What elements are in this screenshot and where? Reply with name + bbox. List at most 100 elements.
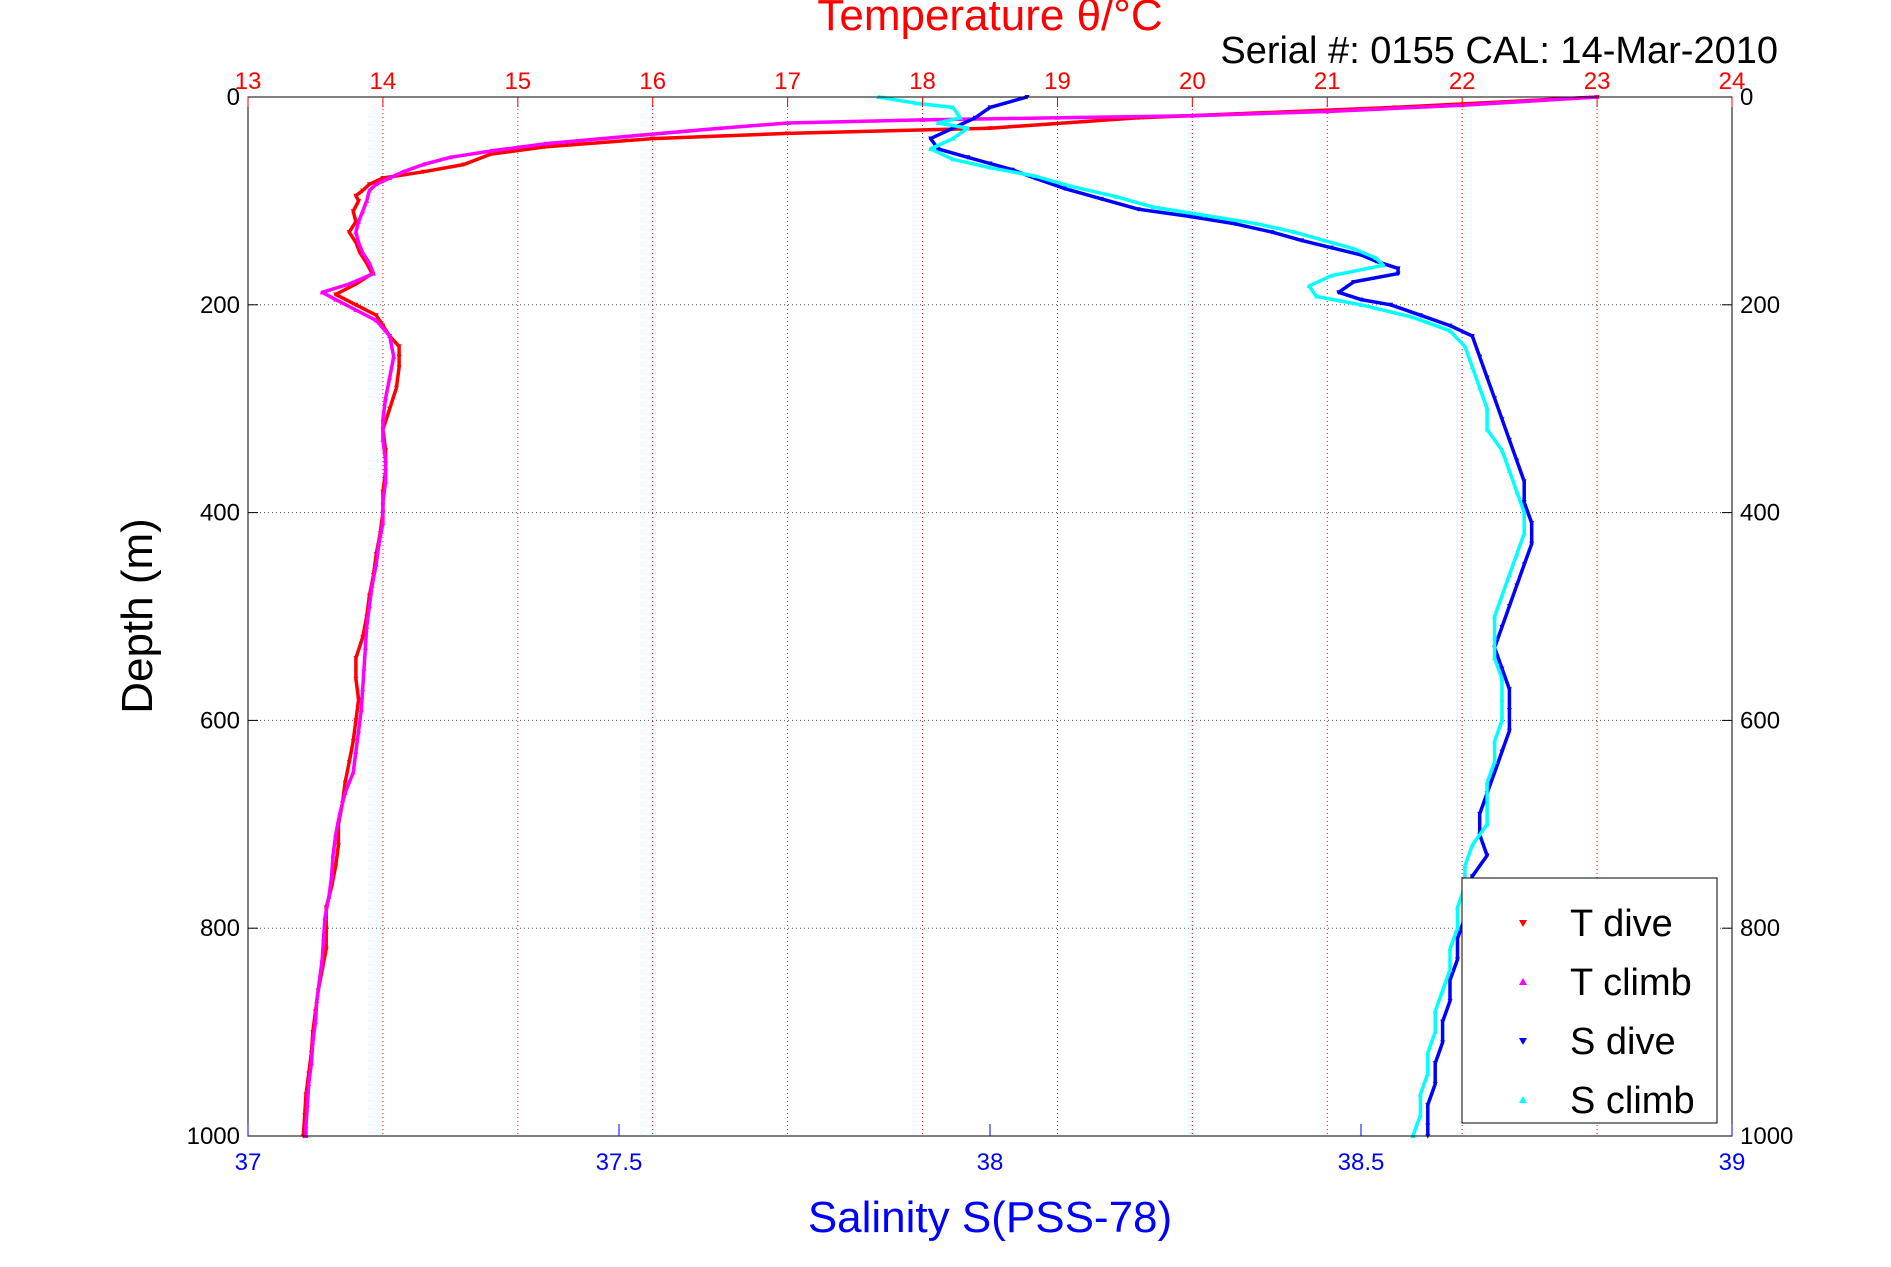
data-point [323, 946, 329, 952]
data-point [333, 832, 339, 837]
left-axis-tick-label: 400 [200, 500, 240, 527]
data-point [972, 115, 978, 121]
data-point [1291, 229, 1297, 235]
bottom-axis-tick-label: 38.5 [1338, 1149, 1385, 1176]
data-point [1492, 396, 1498, 401]
data-point [488, 152, 494, 157]
data-point [1336, 290, 1342, 295]
data-point [1499, 697, 1505, 702]
data-point [396, 365, 402, 370]
data-point [1254, 221, 1260, 226]
legend-label: T climb [1570, 962, 1692, 1004]
data-point [913, 100, 919, 106]
right-axis-tick-label: 600 [1740, 707, 1780, 734]
data-point [353, 676, 359, 682]
data-point [366, 182, 372, 187]
data-point [380, 499, 386, 505]
data-point [361, 665, 367, 671]
data-point [1432, 1008, 1438, 1014]
data-point [1447, 967, 1453, 972]
data-point [400, 169, 406, 174]
right-axis-tick-label: 0 [1740, 84, 1753, 111]
data-point [1321, 237, 1327, 243]
data-point [1425, 1050, 1431, 1055]
data-point [366, 603, 372, 609]
data-point [353, 718, 359, 723]
data-point [393, 385, 399, 391]
data-point [1313, 293, 1319, 299]
data-point [785, 120, 791, 125]
data-point [346, 759, 352, 765]
data-point [1484, 406, 1490, 411]
top-axis-tick-label: 20 [1179, 68, 1206, 95]
data-point [1462, 343, 1468, 349]
left-axis-tick-label: 600 [200, 707, 240, 734]
data-point [1506, 604, 1512, 609]
data-point [350, 209, 356, 214]
data-point [1417, 313, 1423, 318]
data-point [364, 624, 370, 629]
left-axis-tick-label: 0 [227, 84, 240, 111]
data-point [420, 162, 426, 167]
data-point [1425, 1102, 1431, 1108]
data-point [1061, 186, 1067, 191]
data-point [376, 541, 382, 546]
data-point [1328, 245, 1334, 251]
data-point [1447, 978, 1453, 983]
left-axis-tick-label: 200 [200, 292, 240, 319]
data-point [1432, 1082, 1438, 1087]
left-axis-tick-label: 1000 [187, 1123, 240, 1150]
data-point [326, 894, 332, 900]
data-point [1477, 354, 1483, 360]
data-point [353, 302, 359, 308]
data-point [1069, 183, 1075, 189]
data-point [1499, 624, 1505, 630]
data-point [322, 915, 328, 920]
data-point [356, 728, 362, 733]
data-point [1454, 936, 1460, 942]
data-point [1447, 998, 1453, 1004]
data-point [387, 333, 393, 338]
top-axis-tick-label: 13 [235, 68, 262, 95]
data-point [333, 297, 339, 302]
data-point [1432, 1061, 1438, 1066]
data-point [373, 313, 379, 318]
data-point [935, 120, 941, 125]
data-point [317, 977, 323, 983]
legend-label: S climb [1570, 1080, 1695, 1122]
data-point [373, 317, 379, 323]
data-point [1098, 196, 1104, 202]
data-point [1514, 489, 1520, 494]
data-point [329, 873, 335, 879]
data-point [356, 239, 362, 245]
data-point [1499, 666, 1505, 671]
data-point [380, 176, 386, 181]
data-point [1484, 801, 1490, 806]
right-axis-tick-label: 800 [1740, 915, 1780, 942]
top-axis-tick-label: 22 [1449, 68, 1476, 95]
data-point [1477, 811, 1483, 817]
data-point [987, 161, 993, 166]
data-point [1469, 842, 1475, 848]
bottom-axis-tick-label: 37.5 [596, 1149, 643, 1176]
data-point [306, 1081, 312, 1087]
data-point [1447, 328, 1453, 333]
data-point [542, 141, 548, 146]
data-point [1506, 687, 1512, 692]
data-point [1521, 510, 1527, 515]
data-point [1506, 572, 1512, 577]
legend-marker [1519, 920, 1527, 927]
legend-marker [1519, 978, 1527, 985]
data-point [1521, 479, 1527, 484]
data-point [1440, 1040, 1446, 1045]
data-point [369, 582, 375, 588]
data-point [337, 811, 343, 816]
data-point [987, 165, 993, 170]
data-point [364, 198, 370, 203]
data-point [1506, 708, 1512, 713]
data-point [987, 126, 993, 131]
data-point [1202, 212, 1208, 218]
data-point [360, 635, 366, 640]
